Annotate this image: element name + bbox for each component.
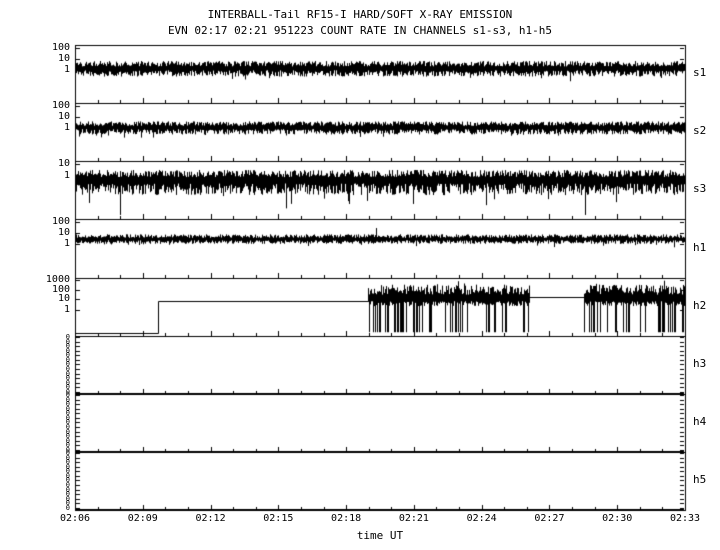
y-tick-label: 1 [63, 237, 70, 249]
y-tick-label: 100 [51, 41, 70, 53]
y-tick-label: 0 [65, 382, 70, 391]
x-tick-label: 02:27 [534, 513, 565, 524]
y-tick-label: 0 [65, 422, 70, 431]
chart-title: INTERBALL-Tail RF15-I HARD/SOFT X-RAY EM… [207, 8, 513, 21]
x-tick-label: 02:21 [398, 513, 429, 524]
y-tick-label: 0 [65, 369, 70, 378]
y-tick-label: 0 [65, 355, 70, 364]
channel-label-h1: h1 [693, 240, 707, 254]
x-axis-label: time UT [356, 529, 404, 542]
x-tick-label: 02:06 [59, 513, 91, 524]
y-tick-label: 0 [65, 413, 70, 422]
channel-label-h2: h2 [693, 299, 707, 312]
y-tick-label: 0 [65, 373, 70, 382]
x-tick-label: 02:15 [263, 513, 294, 524]
y-tick-label: 0 [65, 445, 70, 454]
y-tick-label: 0 [65, 332, 70, 341]
x-tick-label: 02:09 [127, 513, 158, 524]
y-tick-label: 1 [63, 63, 70, 75]
y-tick-label: 1000 [45, 273, 70, 285]
y-tick-label: 10 [57, 52, 70, 64]
y-tick-label: 0 [65, 448, 70, 457]
y-tick-label: 0 [65, 440, 70, 449]
y-tick-label: 0 [65, 390, 70, 399]
x-tick-label: 02:33 [669, 513, 701, 524]
y-tick-label: 0 [65, 341, 70, 350]
y-tick-label: 0 [65, 378, 70, 387]
y-tick-label: 0 [65, 462, 70, 471]
y-tick-label: 0 [65, 475, 70, 484]
y-tick-label: 0 [65, 466, 70, 475]
x-tick-label: 02:18 [331, 513, 362, 524]
y-tick-label: 100 [51, 283, 70, 295]
y-tick-label: 0 [65, 404, 70, 413]
y-tick-label: 0 [65, 387, 70, 396]
y-tick-label: 0 [65, 503, 70, 512]
channel-label-s2: s2 [693, 124, 707, 137]
y-tick-label: 0 [65, 359, 70, 368]
y-tick-label: 0 [65, 480, 70, 489]
y-tick-label: 10 [57, 292, 70, 304]
channel-label-h3: h3 [693, 357, 707, 370]
y-tick-label: 100 [51, 99, 70, 111]
y-tick-label: 0 [65, 399, 70, 408]
y-tick-label: 0 [65, 489, 70, 498]
y-tick-label: 0 [65, 427, 70, 436]
y-tick-label: 10 [57, 110, 70, 122]
x-tick-label: 02:30 [602, 513, 633, 524]
y-tick-label: 0 [65, 457, 70, 466]
y-tick-label: 100 [51, 215, 70, 227]
y-tick-label: 10 [57, 157, 70, 169]
channel-label-s3: s3 [693, 182, 707, 195]
y-tick-label: 1 [63, 121, 70, 133]
y-tick-label: 0 [65, 346, 70, 355]
chart-subtitle: EVN 02:17 02:21 951223 COUNT RATE IN CHA… [167, 24, 553, 37]
y-tick-label: 1 [63, 169, 70, 181]
y-tick-label: 0 [65, 436, 70, 445]
y-tick-label: 1 [63, 303, 70, 315]
x-tick-label: 02:24 [466, 513, 497, 524]
y-tick-label: 0 [65, 498, 70, 507]
y-tick-label: 10 [57, 226, 70, 238]
x-tick-label: 02:12 [195, 513, 226, 524]
y-tick-label: 0 [65, 471, 70, 480]
y-tick-label: 0 [65, 364, 70, 373]
y-tick-label: 0 [65, 485, 70, 494]
y-tick-label: 0 [65, 417, 70, 426]
y-tick-label: 0 [65, 453, 70, 462]
channel-label-h5: h5 [693, 473, 707, 486]
y-tick-label: 0 [65, 408, 70, 417]
y-tick-label: 0 [65, 431, 70, 440]
channel-label-s1: s1 [693, 66, 707, 79]
y-tick-label: 0 [65, 350, 70, 359]
y-tick-label: 0 [65, 337, 70, 346]
y-tick-label: 0 [65, 494, 70, 503]
channel-label-h4: h4 [693, 415, 707, 428]
y-tick-label: 0 [65, 395, 70, 404]
